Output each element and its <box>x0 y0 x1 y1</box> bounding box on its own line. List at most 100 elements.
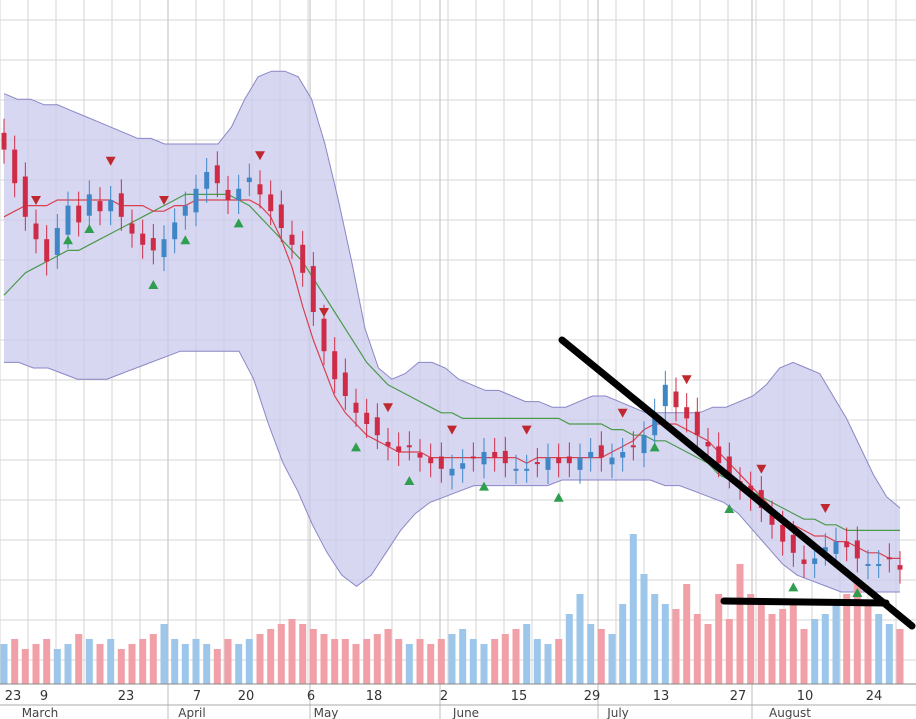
volume-bar <box>501 634 509 684</box>
x-tick-label: 29 <box>584 689 601 704</box>
volume-bar <box>75 634 83 684</box>
x-tick-label: 18 <box>366 689 383 704</box>
sell-marker <box>681 375 692 385</box>
candle-down <box>129 223 135 234</box>
candle-up <box>609 457 615 465</box>
volume-bar <box>331 639 339 684</box>
candle-down <box>22 176 28 217</box>
hand-drawn-annotations <box>558 336 916 630</box>
volume-bar <box>779 609 787 684</box>
volume-bar <box>117 649 125 684</box>
candle-down <box>300 244 306 273</box>
candle-up <box>108 200 114 212</box>
candle-up <box>449 468 455 476</box>
candle-down <box>257 184 263 195</box>
volume-bar <box>43 639 51 684</box>
volume-bar <box>149 634 157 684</box>
candle-down <box>566 456 572 464</box>
candle-up <box>65 205 71 235</box>
candle-down <box>342 372 348 396</box>
candle-up <box>86 194 92 216</box>
candle-down <box>470 456 476 459</box>
candle-down <box>502 450 508 464</box>
volume-bar <box>469 639 477 684</box>
volume-bar <box>213 649 221 684</box>
candle-down <box>364 412 370 424</box>
candle-down <box>1 132 7 150</box>
candle-down <box>694 411 700 436</box>
volume-bar <box>896 629 904 684</box>
x-tick-label: 10 <box>797 689 814 704</box>
volume-bar <box>96 644 104 684</box>
volume-bar <box>267 629 275 684</box>
volume-bar <box>683 584 691 684</box>
buy-marker <box>148 280 159 289</box>
volume-bar <box>288 619 296 684</box>
candle-up <box>865 564 871 566</box>
volume-bar <box>107 639 115 684</box>
candle-up <box>460 463 466 469</box>
month-label: May <box>314 706 339 719</box>
candle-up <box>54 228 60 255</box>
candle-down <box>630 445 636 448</box>
candle-up <box>246 177 252 183</box>
x-tick-label: 9 <box>40 689 48 704</box>
volume-bar <box>821 614 829 684</box>
volume-bars <box>0 534 904 684</box>
volume-bar <box>171 639 179 684</box>
candle-up <box>876 564 882 566</box>
candle-up <box>662 384 668 407</box>
candle-down <box>396 446 402 452</box>
candle-up <box>812 558 818 564</box>
buy-marker <box>724 504 735 513</box>
candle-down <box>428 457 434 464</box>
buy-marker <box>649 442 660 452</box>
volume-bar <box>512 629 520 684</box>
candle-down <box>492 452 498 458</box>
buy-marker <box>788 582 799 592</box>
buy-marker <box>233 218 244 228</box>
volume-bar <box>256 634 264 684</box>
volume-bar <box>235 644 243 684</box>
volume-bar <box>85 639 93 684</box>
sell-marker <box>255 151 265 161</box>
volume-bar <box>608 634 616 684</box>
volume-bar <box>725 619 733 684</box>
sell-marker <box>820 504 831 513</box>
candle-up <box>204 172 210 189</box>
volume-bar <box>448 634 456 684</box>
sell-marker <box>159 196 169 205</box>
buy-marker <box>553 492 564 502</box>
month-label: June <box>452 706 479 719</box>
sell-marker <box>31 196 41 205</box>
volume-bar <box>811 619 819 684</box>
upper-band-line <box>3 70 901 509</box>
x-tick-label: 23 <box>118 689 135 704</box>
buy-sell-markers <box>31 151 863 597</box>
candle-up <box>481 452 487 465</box>
volume-bar <box>864 604 872 684</box>
volume-bar <box>384 629 392 684</box>
candle-down <box>417 453 423 458</box>
volume-bar <box>320 634 328 684</box>
candle-up <box>620 452 626 458</box>
candle-down <box>438 456 444 469</box>
volume-bar <box>405 644 413 684</box>
candle-down <box>726 456 732 475</box>
volume-bar <box>875 614 883 684</box>
volume-bar <box>341 639 349 684</box>
volume-bar <box>661 604 669 684</box>
candle-down <box>801 559 807 564</box>
candle-down <box>556 457 562 464</box>
volume-bar <box>544 644 552 684</box>
candle-up <box>182 205 188 216</box>
volume-bar <box>352 644 360 684</box>
buy-marker <box>180 235 191 245</box>
volume-bar <box>587 624 595 684</box>
sell-marker <box>447 425 457 435</box>
candle-down <box>310 266 316 312</box>
volume-bar <box>299 624 307 684</box>
x-tick-label: 23 <box>5 689 22 704</box>
sell-marker <box>617 408 628 418</box>
